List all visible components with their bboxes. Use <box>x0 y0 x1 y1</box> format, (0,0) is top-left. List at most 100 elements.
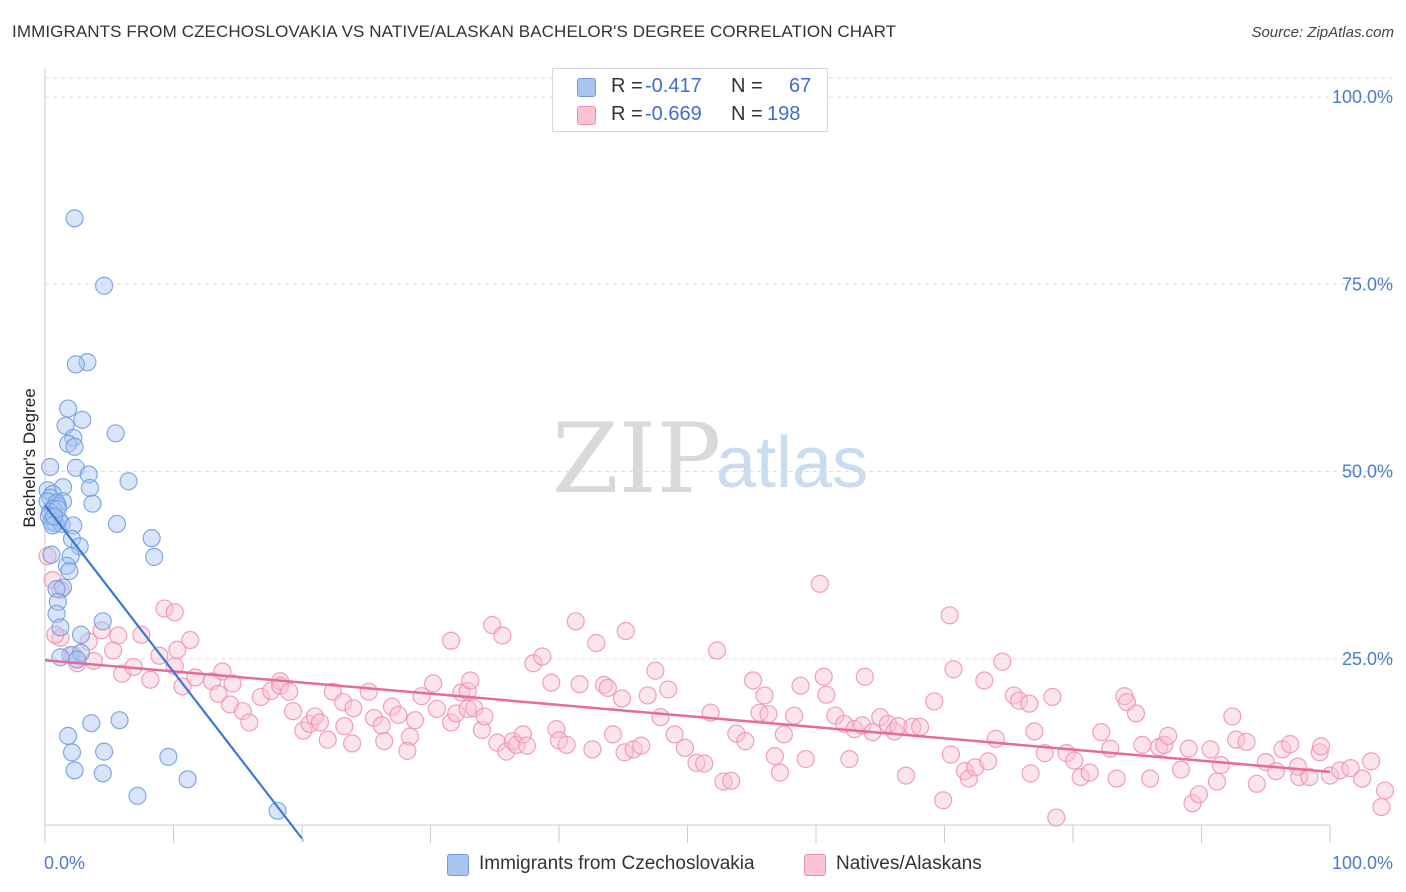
n-value: 67 <box>789 75 812 97</box>
natives-alaskans-point <box>1101 739 1120 758</box>
natives-alaskans-point <box>441 713 461 732</box>
natives-alaskans-point <box>1223 707 1242 726</box>
natives-alaskans-point <box>1004 686 1023 705</box>
natives-alaskans-trend-line <box>44 659 1331 774</box>
natives-alaskans-point <box>722 771 741 790</box>
natives-alaskans-point <box>817 685 836 704</box>
natives-alaskans-point <box>675 738 695 757</box>
natives-alaskans-point <box>104 641 123 660</box>
natives-alaskans-point <box>1179 739 1198 758</box>
natives-alaskans-point <box>1158 726 1178 745</box>
czechoslovakia-point <box>68 650 87 669</box>
natives-alaskans-point <box>1025 722 1044 741</box>
czechoslovakia-point <box>178 770 197 789</box>
natives-alaskans-point <box>707 641 727 660</box>
y-tick-label: 25.0% <box>1342 649 1393 669</box>
natives-alaskans-point <box>458 681 477 701</box>
natives-alaskans-point <box>547 720 566 739</box>
czechoslovakia-point <box>47 604 66 623</box>
natives-alaskans-point <box>687 753 706 772</box>
watermark-zip-text: ZIP <box>552 403 721 515</box>
czechoslovakia-point <box>82 714 101 733</box>
natives-alaskans-point <box>1237 732 1256 751</box>
x-tick-label: 0.0% <box>44 853 85 873</box>
natives-alaskans-point <box>209 684 228 704</box>
natives-alaskans-point <box>1211 756 1230 775</box>
natives-alaskans-point <box>423 674 443 693</box>
czechoslovakia-point <box>64 516 83 535</box>
natives-alaskans-point <box>896 766 916 785</box>
y-tick-label: 100.0% <box>1332 87 1393 107</box>
natives-alaskans-point <box>791 676 810 695</box>
natives-alaskans-point <box>871 708 890 727</box>
natives-alaskans-point <box>1171 760 1191 779</box>
natives-alaskans-point <box>986 729 1006 748</box>
natives-alaskans-point <box>375 732 394 751</box>
czechoslovakia-point <box>46 514 65 533</box>
natives-alaskans-point <box>557 735 576 754</box>
natives-alaskans-point <box>389 705 408 725</box>
natives-alaskans-point <box>427 699 447 719</box>
czechoslovakia-point <box>83 494 102 513</box>
natives-alaskans-point <box>1047 808 1066 827</box>
natives-alaskans-point <box>240 713 259 732</box>
source-credit: Source: ZipAtlas.com <box>1251 24 1394 41</box>
natives-alaskans-point <box>714 772 733 791</box>
legend-swatch-blue <box>447 854 469 876</box>
natives-alaskans-point <box>1140 769 1160 788</box>
czechoslovakia-point <box>79 465 98 484</box>
natives-alaskans-point <box>1071 767 1090 787</box>
r-label: R = <box>611 103 643 125</box>
czechoslovakia-point <box>145 547 164 566</box>
natives-alaskans-point <box>1201 740 1220 759</box>
legend-swatch-blue <box>577 78 596 97</box>
natives-alaskans-point <box>583 740 602 759</box>
natives-alaskans-point <box>497 742 516 761</box>
natives-alaskans-point <box>524 654 543 673</box>
r-value: -0.417 <box>645 75 702 97</box>
natives-alaskans-point <box>665 725 684 744</box>
natives-alaskans-point <box>755 686 774 705</box>
czechoslovakia-point <box>110 711 129 730</box>
czechoslovakia-point <box>59 726 78 745</box>
natives-alaskans-point <box>310 713 330 732</box>
natives-alaskans-point <box>616 621 635 641</box>
natives-alaskans-point <box>359 682 378 701</box>
natives-alaskans-point <box>372 716 391 735</box>
czechoslovakia-point <box>142 529 161 548</box>
czechoslovakia-point <box>65 437 84 456</box>
czechoslovakia-point <box>128 786 147 805</box>
czechoslovakia-point <box>71 625 91 644</box>
natives-alaskans-point <box>743 671 763 690</box>
natives-alaskans-point <box>1375 781 1395 800</box>
natives-alaskans-point <box>398 741 417 760</box>
natives-alaskans-point <box>1107 769 1126 788</box>
natives-alaskans-point <box>132 625 151 644</box>
czechoslovakia-point <box>65 761 84 780</box>
natives-alaskans-points <box>38 547 1395 827</box>
natives-alaskans-point <box>855 667 874 686</box>
natives-alaskans-point <box>1207 772 1227 791</box>
natives-alaskans-point <box>940 606 959 625</box>
natives-alaskans-point <box>1043 687 1062 707</box>
natives-alaskans-point <box>223 674 242 693</box>
natives-alaskans-point <box>1035 744 1054 763</box>
czechoslovakia-point <box>41 457 60 477</box>
natives-alaskans-point <box>1065 751 1084 770</box>
natives-alaskans-point <box>603 725 623 744</box>
czechoslovakia-point <box>95 742 114 761</box>
natives-alaskans-point <box>441 631 461 650</box>
natives-alaskans-point <box>959 769 979 788</box>
natives-alaskans-point <box>587 633 606 653</box>
natives-alaskans-point <box>233 702 252 721</box>
natives-alaskans-point <box>364 708 384 728</box>
natives-alaskans-point <box>181 630 200 650</box>
natives-alaskans-point <box>472 720 491 740</box>
natives-alaskans-point <box>251 687 270 707</box>
natives-alaskans-point <box>1183 794 1202 813</box>
natives-alaskans-point <box>533 647 552 666</box>
x-tick-label: 100.0% <box>1332 853 1393 873</box>
natives-alaskans-point <box>566 612 585 631</box>
natives-alaskans-point <box>1126 704 1146 723</box>
